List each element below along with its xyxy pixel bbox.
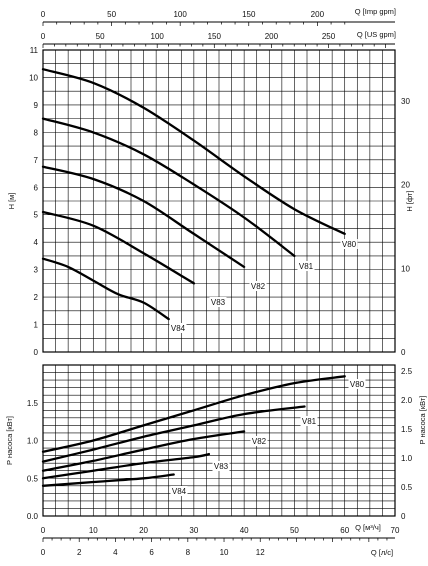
us-gpm-tick-label: 100 [151,32,165,41]
head-y-axis-label: H [м] [7,193,16,210]
power-y-tick-label: 0.5 [27,474,39,483]
head-y-tick-label: 11 [30,46,39,55]
us-gpm-tick-label: 250 [322,32,336,41]
m3h-tick-label: 40 [240,526,249,535]
power-right-axis-label: P насоса [кВт] [418,396,427,445]
head-y-tick-label: 6 [34,183,39,192]
head-curve-label-v80-bg [340,239,358,249]
power-curve-label-v83-bg [212,461,230,471]
power-right-tick-label: 1.5 [401,425,413,434]
power-y-tick-label: 1.0 [27,437,39,446]
ls-tick-label: 2 [77,548,82,557]
imp-gpm-tick-label: 200 [311,10,325,19]
m3h-tick-label: 60 [340,526,349,535]
m3h-tick-label: 10 [89,526,98,535]
head-y-tick-label: 9 [34,101,39,110]
head-ft-axis-label: H [фт] [405,190,414,211]
us-gpm-tick-label: 200 [265,32,279,41]
ls-tick-label: 10 [220,548,229,557]
power-right-tick-label: 0.5 [401,483,413,492]
imp-gpm-tick-label: 150 [242,10,256,19]
us-gpm-tick-label: 0 [41,32,46,41]
power-curve-label-v82-bg [250,436,268,446]
head-y-tick-label: 7 [34,156,39,165]
power-curve-v84 [41,473,175,487]
head-curve-label-v83: V83 [211,298,226,307]
head-curve-label-v82-bg [249,281,267,291]
us-gpm-axis-label: Q [US gpm] [357,30,396,39]
head-ft-tick-label: 0 [401,348,406,357]
head-curve-v80 [41,68,346,236]
power-curve-label-v82: V82 [252,437,267,446]
ls-tick-label: 12 [256,548,265,557]
power-right-tick-label: 1.0 [401,454,413,463]
head-y-tick-label: 0 [34,348,39,357]
head-y-tick-label: 4 [34,238,39,247]
head-curve-label-v84: V84 [171,324,186,333]
head-panel-frame [42,49,396,353]
power-curve-label-v80-bg [348,379,366,389]
head-ft-tick-label: 20 [401,181,410,190]
ls-tick-label: 6 [149,548,154,557]
power-y-tick-label: 0.0 [27,512,39,521]
m3h-tick-label: 30 [189,526,198,535]
power-curve-label-v83: V83 [214,462,229,471]
power-curve-v83 [41,452,211,480]
imp-gpm-axis-label: Q [Imp gpm] [355,7,396,16]
head-y-tick-label: 2 [34,293,39,302]
m3h-tick-label: 0 [41,526,46,535]
power-curve-v81 [41,405,306,463]
us-gpm-tick-label: 150 [208,32,222,41]
m3h-tick-label: 70 [391,526,400,535]
power-curve-label-v81-bg [300,416,318,426]
head-curve-v81 [41,117,296,258]
power-right-tick-label: 0 [401,512,406,521]
head-y-tick-label: 1 [34,321,39,330]
m3h-axis-label: Q [м³/ч] [355,523,381,532]
head-y-tick-label: 8 [34,128,39,137]
head-curve-label-v84-bg [169,323,187,333]
power-right-tick-label: 2.0 [401,396,413,405]
us-gpm-tick-label: 50 [96,32,105,41]
power-right-tick-label: 2.5 [401,367,413,376]
head-y-tick-label: 5 [34,211,39,220]
power-curve-v80 [41,375,346,453]
grid-lines [42,49,396,517]
power-panel-frame [42,364,396,517]
head-curve-v83 [41,210,196,285]
head-ft-tick-label: 10 [401,264,410,273]
imp-gpm-tick-label: 50 [107,10,116,19]
ls-tick-label: 4 [113,548,118,557]
power-curve-label-v80: V80 [350,380,365,389]
power-y-axis-label: P насоса [кВт] [5,416,14,465]
power-curve-v82 [41,430,246,472]
head-curve-label-v81: V81 [299,262,314,271]
ls-axis-label: Q [л/с] [371,548,393,557]
head-y-tick-label: 10 [29,73,38,82]
power-curve-label-v84-bg [170,486,188,496]
ls-tick-label: 0 [41,548,46,557]
head-curve-label-v82: V82 [251,282,266,291]
head-ft-tick-label: 30 [401,97,410,106]
head-curve-v82 [41,165,246,269]
head-curve-v84 [41,257,170,321]
power-y-tick-label: 1.5 [27,399,39,408]
power-curve-label-v81: V81 [302,417,317,426]
head-y-tick-label: 3 [34,266,39,275]
m3h-tick-label: 20 [139,526,148,535]
head-curve-label-v81-bg [297,261,315,271]
m3h-tick-label: 50 [290,526,299,535]
imp-gpm-tick-label: 0 [41,10,46,19]
head-curve-label-v80: V80 [342,240,357,249]
imp-gpm-tick-label: 100 [173,10,187,19]
ls-tick-label: 8 [186,548,191,557]
head-curve-label-v83-bg [209,297,227,307]
power-curve-label-v84: V84 [172,487,187,496]
